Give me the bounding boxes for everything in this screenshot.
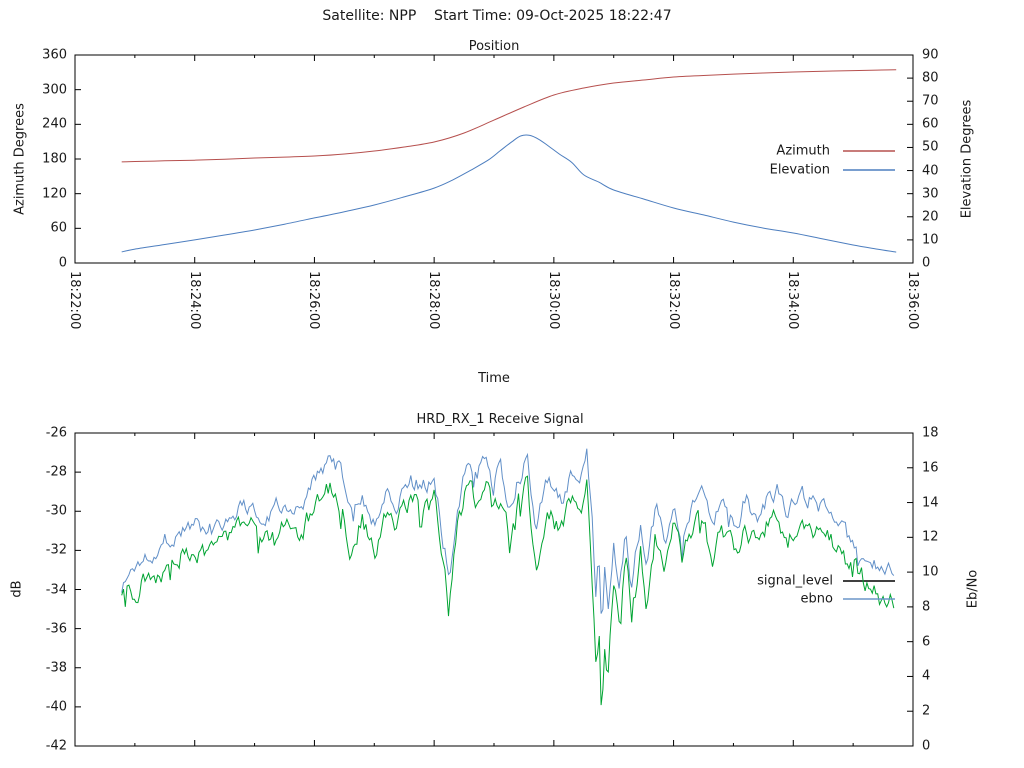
- y-right-tick-label: 10: [922, 564, 939, 580]
- y-left-tick-label: -42: [45, 738, 67, 754]
- x-tick-label: 18:30:00: [545, 271, 561, 330]
- y-left-tick-label: 360: [42, 47, 67, 63]
- x-tick-label: 18:28:00: [426, 271, 442, 330]
- y-left-tick-label: -34: [45, 582, 67, 597]
- y-left-tick-label: -38: [45, 660, 67, 676]
- legend-elevation-label: Elevation: [769, 162, 830, 178]
- y-right-tick-label: 70: [922, 93, 939, 109]
- signal-chart-title: HRD_RX_1 Receive Signal: [416, 412, 584, 427]
- elevation-axis-label: Elevation Degrees: [959, 99, 975, 219]
- y-left-tick-label: 180: [42, 151, 67, 167]
- y-left-tick-label: -26: [45, 425, 67, 441]
- azimuth-axis-label: Azimuth Degrees: [12, 103, 28, 215]
- y-right-tick-label: 8: [922, 599, 931, 615]
- x-tick-label: 18:26:00: [306, 271, 322, 330]
- y-right-tick-label: 4: [922, 668, 931, 684]
- ebno-axis-label: Eb/No: [965, 569, 981, 609]
- y-right-tick-label: 6: [922, 634, 931, 650]
- y-left-tick-label: 240: [42, 116, 67, 132]
- y-left-tick-label: 60: [50, 220, 67, 236]
- y-right-tick-label: 80: [922, 70, 939, 86]
- position-chart-title: Position: [468, 39, 520, 54]
- y-right-tick-label: 12: [922, 529, 939, 545]
- y-right-tick-label: 90: [922, 47, 939, 63]
- main-title: Satellite: NPP Start Time: 09-Oct-2025 1…: [322, 8, 672, 24]
- x-tick-label: 18:34:00: [785, 271, 801, 330]
- y-left-tick-label: 120: [42, 186, 67, 202]
- azimuth-trace: [121, 69, 897, 163]
- receive_signal-plot-border: [74, 432, 914, 747]
- y-left-tick-label: 300: [42, 82, 67, 98]
- y-left-tick-label: -28: [45, 464, 67, 480]
- db-axis-label: dB: [9, 580, 25, 598]
- y-right-tick-label: 60: [922, 116, 939, 132]
- ebno-trace: [121, 475, 895, 706]
- y-left-tick-label: -32: [45, 542, 67, 558]
- y-right-tick-label: 40: [922, 163, 939, 179]
- x-tick-label: 18:36:00: [905, 271, 920, 330]
- x-tick-label: 18:22:00: [67, 271, 82, 330]
- y-right-tick-label: 30: [922, 186, 939, 202]
- y-right-tick-label: 0: [922, 738, 931, 754]
- y-right-tick-label: 20: [922, 209, 939, 225]
- y-right-tick-label: 2: [922, 703, 931, 719]
- y-left-tick-label: 0: [58, 255, 67, 271]
- y-left-tick-label: -36: [45, 621, 67, 637]
- y-left-tick-label: -30: [45, 503, 67, 519]
- legend-signal-level-label: signal_level: [757, 573, 833, 589]
- time-axis-label: Time: [478, 371, 510, 386]
- elevation-trace: [121, 134, 897, 253]
- signal_level-trace: [121, 448, 895, 614]
- y-right-tick-label: 0: [922, 255, 931, 271]
- y-right-tick-label: 14: [922, 495, 939, 511]
- y-left-tick-label: -40: [45, 699, 67, 715]
- y-right-tick-label: 10: [922, 232, 939, 248]
- y-right-tick-label: 18: [922, 425, 939, 441]
- y-right-tick-label: 50: [922, 139, 939, 155]
- legend-ebno-label: ebno: [800, 591, 833, 607]
- legend-azimuth-label: Azimuth: [776, 143, 830, 159]
- x-tick-label: 18:24:00: [186, 271, 202, 330]
- x-tick-label: 18:32:00: [665, 271, 681, 330]
- y-right-tick-label: 16: [922, 460, 939, 476]
